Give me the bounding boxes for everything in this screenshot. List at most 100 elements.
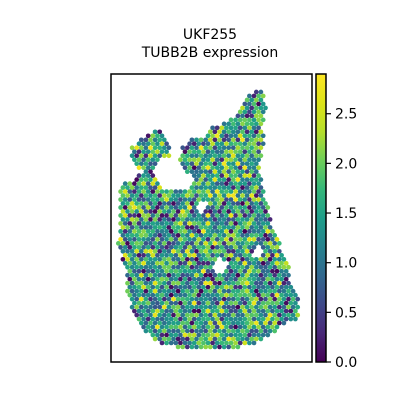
expression-spot — [260, 316, 266, 322]
expression-spot — [138, 256, 144, 262]
expression-spot — [244, 177, 250, 182]
expression-spot — [148, 193, 153, 198]
expression-spot — [230, 161, 236, 167]
expression-spot — [182, 292, 188, 298]
expression-spot — [235, 217, 241, 222]
expression-spot — [148, 248, 153, 254]
expression-spot — [205, 237, 211, 242]
expression-spot — [171, 312, 176, 318]
expression-spot — [125, 241, 130, 246]
expression-spot — [187, 260, 192, 266]
expression-spot — [274, 268, 280, 274]
expression-spot — [141, 244, 146, 250]
expression-spot — [148, 233, 153, 238]
expression-spot — [136, 276, 142, 282]
expression-spot — [136, 229, 142, 234]
expression-spot — [258, 217, 264, 222]
expression-spot — [251, 157, 257, 163]
expression-spot — [157, 288, 163, 294]
expression-spot — [217, 288, 222, 294]
colorbar-tick-label: 1.0 — [335, 256, 357, 272]
expression-spot — [210, 252, 215, 258]
expression-spot — [122, 237, 128, 242]
expression-spot — [212, 304, 218, 310]
expression-spot — [276, 320, 282, 326]
expression-spot — [276, 241, 282, 246]
expression-spot — [203, 241, 209, 246]
expression-spot — [226, 241, 232, 246]
expression-spot — [143, 185, 149, 190]
expression-spot — [249, 193, 255, 198]
expression-spot — [184, 264, 190, 270]
expression-spot — [150, 284, 156, 290]
expression-spot — [207, 169, 213, 175]
expression-spot — [175, 233, 181, 238]
expression-spot — [141, 308, 146, 314]
expression-spot — [145, 165, 151, 171]
expression-spot — [127, 221, 133, 226]
expression-spot — [161, 209, 167, 214]
expression-spot — [224, 173, 229, 178]
expression-spot — [178, 197, 183, 202]
expression-spot — [263, 217, 268, 222]
expression-spot — [210, 157, 215, 163]
expression-spot — [249, 328, 255, 334]
expression-spot — [221, 201, 227, 206]
expression-spot — [134, 217, 140, 222]
expression-spot — [260, 276, 266, 282]
expression-spot — [138, 145, 144, 151]
expression-spot — [256, 93, 261, 99]
expression-spot — [221, 121, 227, 127]
expression-spot — [251, 117, 257, 123]
expression-spot — [122, 205, 128, 210]
expression-spot — [198, 280, 204, 286]
expression-spot — [207, 336, 213, 342]
expression-spot — [230, 264, 236, 270]
expression-spot — [178, 237, 183, 242]
expression-spot — [125, 256, 130, 262]
expression-spot — [168, 324, 174, 330]
expression-spot — [221, 233, 227, 238]
expression-spot — [272, 304, 278, 310]
expression-spot — [283, 292, 289, 298]
expression-spot — [201, 252, 206, 258]
expression-spot — [155, 308, 160, 314]
expression-spot — [173, 316, 179, 322]
expression-spot — [178, 268, 183, 274]
expression-spot — [230, 288, 236, 294]
expression-spot — [134, 177, 140, 182]
expression-spot — [258, 97, 264, 103]
expression-spot — [283, 300, 289, 306]
expression-spot — [249, 296, 255, 302]
expression-spot — [242, 165, 248, 171]
expression-spot — [235, 241, 241, 246]
expression-spot — [168, 229, 174, 234]
expression-spot — [265, 292, 271, 298]
expression-spot — [145, 252, 151, 258]
expression-spot — [136, 213, 142, 218]
expression-spot — [166, 328, 172, 334]
expression-spot — [150, 316, 156, 322]
expression-spot — [247, 213, 252, 218]
expression-spot — [122, 260, 128, 266]
expression-spot — [214, 244, 220, 250]
expression-spot — [150, 173, 156, 178]
expression-spot — [189, 193, 195, 198]
expression-spot — [286, 304, 291, 310]
expression-spot — [171, 225, 176, 230]
expression-spot — [230, 312, 236, 318]
expression-spot — [125, 264, 130, 270]
expression-spot — [161, 328, 167, 334]
expression-spot — [141, 157, 146, 163]
expression-spot — [244, 105, 250, 111]
expression-spot — [157, 201, 163, 206]
expression-spot — [157, 241, 163, 246]
expression-spot — [168, 276, 174, 282]
expression-spot — [152, 185, 158, 190]
expression-spot — [150, 292, 156, 298]
expression-spot — [145, 133, 151, 139]
expression-spot — [242, 221, 248, 226]
expression-spot — [212, 129, 218, 135]
expression-spot — [249, 137, 255, 143]
expression-spot — [279, 276, 284, 282]
